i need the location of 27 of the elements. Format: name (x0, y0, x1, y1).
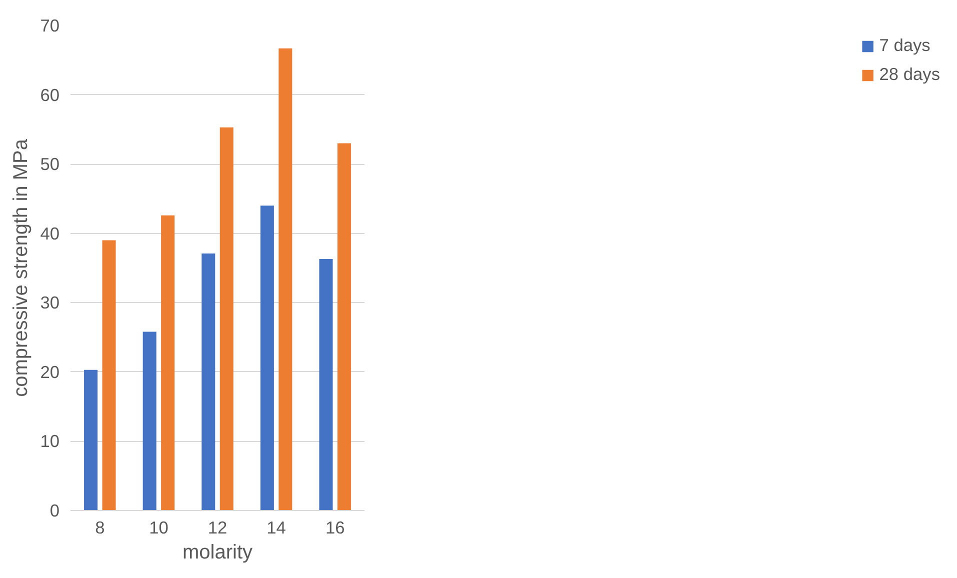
x-tick-label: 16 (325, 518, 345, 538)
bar (337, 143, 351, 510)
bar (202, 253, 216, 510)
bar (84, 370, 98, 510)
bar (278, 48, 292, 510)
bar (260, 206, 274, 510)
y-tick-label: 70 (40, 16, 60, 36)
x-tick-label: 10 (149, 518, 168, 538)
bar (161, 215, 175, 510)
x-tick-label: 14 (266, 518, 286, 538)
legend-label: 28 days (879, 64, 940, 85)
y-tick-label: 40 (40, 223, 60, 244)
y-axis-title: compressive strength in MPa (10, 138, 32, 397)
bar (142, 332, 156, 510)
x-tick-label: 12 (208, 518, 228, 538)
bar (102, 240, 116, 510)
x-axis-title: molarity (182, 542, 253, 564)
y-tick-label: 0 (50, 500, 60, 520)
legend-label: 7 days (879, 35, 930, 56)
bar (220, 127, 234, 510)
x-tick-label: 8 (95, 518, 105, 538)
y-tick-label: 20 (40, 362, 60, 382)
y-tick-label: 10 (40, 431, 60, 452)
y-tick-label: 50 (40, 154, 60, 174)
bar (319, 258, 333, 510)
y-tick-label: 60 (40, 84, 60, 105)
y-tick-label: 30 (40, 292, 60, 313)
